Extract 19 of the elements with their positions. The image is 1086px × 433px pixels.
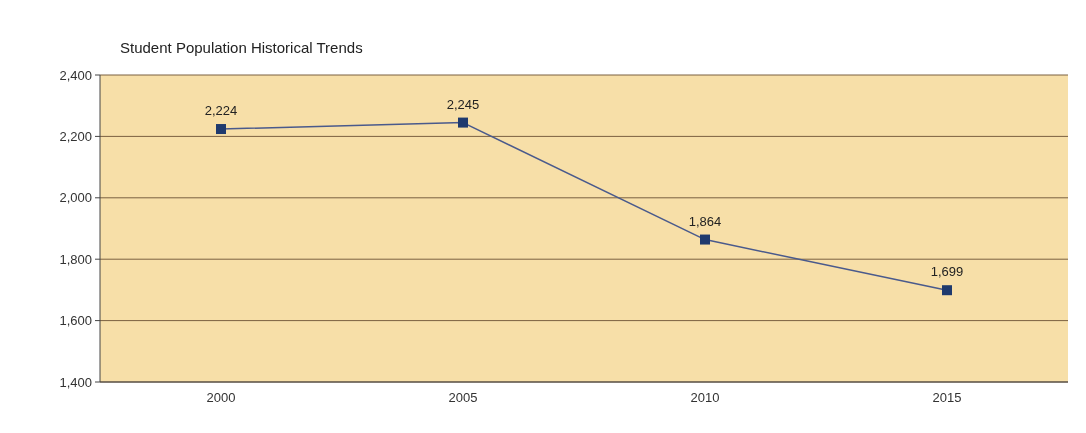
x-tick-label: 2010 [690, 390, 720, 405]
point [216, 124, 226, 135]
data-label: 1,864 [688, 213, 722, 229]
y-tick-label: 1,400 [59, 374, 92, 390]
point [700, 234, 710, 245]
x-tick-label: 2005 [448, 390, 478, 405]
point [458, 117, 468, 128]
x-tick-label: 2015 [932, 390, 962, 405]
y-tick-label: 1,800 [59, 251, 92, 267]
y-tick-label: 2,400 [59, 67, 92, 83]
y-tick-label: 2,200 [59, 128, 92, 144]
x-tick-label: 2000 [206, 390, 236, 405]
y-tick-label: 2,000 [59, 190, 92, 206]
chart-title: Student Population Historical Trends [120, 39, 363, 56]
data-label: 2,245 [446, 96, 480, 112]
data-label: 2,224 [204, 103, 238, 119]
y-tick-label: 1,600 [59, 313, 92, 329]
data-label: 1,699 [930, 264, 964, 280]
point [942, 285, 952, 296]
